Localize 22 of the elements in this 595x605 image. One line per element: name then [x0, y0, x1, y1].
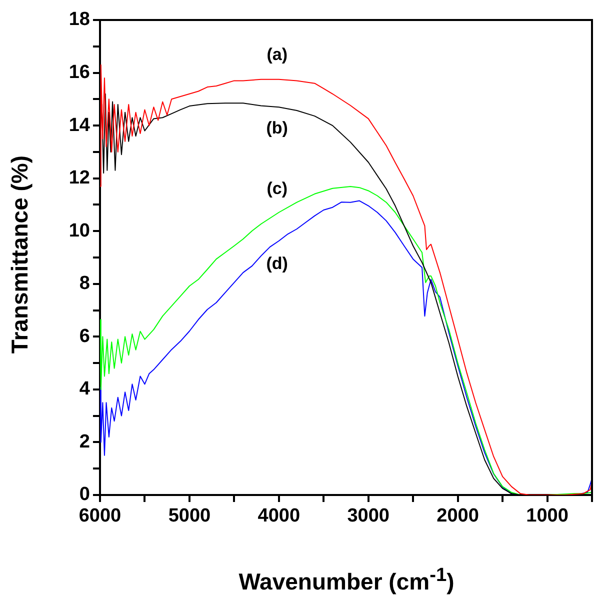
series-label: (a): [266, 45, 288, 64]
series-label: (b): [266, 118, 288, 138]
x-tick-label: 1000: [526, 506, 568, 527]
y-axis-title: Transmittance (%): [6, 154, 34, 356]
y-tick-label: 16: [68, 62, 90, 84]
y-tick-label: 6: [79, 326, 90, 347]
y-tick-label: 4: [79, 378, 90, 400]
y-tick-label: 18: [68, 9, 90, 30]
y-tick-label: 12: [68, 168, 90, 189]
y-tick-label: 10: [68, 220, 90, 242]
y-tick-label: 0: [79, 484, 90, 506]
x-tick-label: 3000: [347, 506, 390, 527]
y-tick-label: 2: [79, 431, 90, 452]
y-tick-label: 14: [68, 114, 90, 136]
x-tick-label: 6000: [78, 506, 122, 527]
series-label: (c): [266, 179, 288, 198]
x-tick-label: 4000: [258, 506, 300, 527]
x-tick-label: 5000: [168, 506, 211, 527]
x-axis-title: Wavenumber (cm$^{-1}$): [238, 565, 456, 596]
series-label: (d): [266, 254, 288, 273]
x-tick-label: 2000: [436, 506, 479, 527]
y-tick-label: 8: [79, 273, 90, 294]
